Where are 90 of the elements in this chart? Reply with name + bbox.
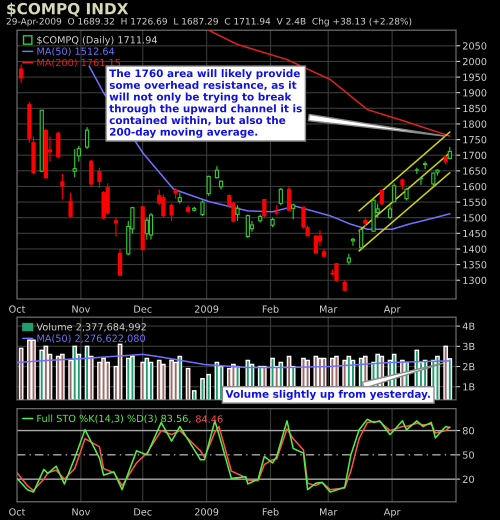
- candlestick: [448, 146, 452, 160]
- y-tick-label: 2B: [462, 363, 474, 370]
- y-tick-label: 50: [463, 451, 474, 459]
- candlestick: [114, 217, 118, 238]
- candlestick: [388, 204, 392, 220]
- candlestick: [89, 159, 94, 188]
- annotation: Volume slightly up from yesterday.: [226, 390, 430, 400]
- candlestick: [314, 234, 318, 254]
- y-tick-label: 1300: [463, 276, 486, 284]
- x-tick-label: Nov: [72, 508, 90, 516]
- legend-label: Volume 2,377,684,992: [36, 323, 146, 332]
- candlestick: [444, 154, 448, 166]
- x-tick-label: Mar: [320, 508, 338, 516]
- x-tick-label: Apr: [384, 508, 401, 518]
- y-tick-label: 2050: [462, 42, 486, 50]
- y-tick-label: 1900: [463, 89, 486, 97]
- y-tick-label: 1550: [463, 198, 486, 206]
- x-tick-label: Feb: [262, 508, 279, 516]
- candlestick: [262, 198, 266, 218]
- y-tick-label: 2000: [462, 58, 486, 66]
- candlestick: [148, 212, 154, 240]
- candlestick: [334, 262, 339, 282]
- x-tick-label: Nov: [72, 306, 90, 313]
- candlestick: [19, 64, 24, 84]
- candlestick: [169, 203, 174, 222]
- y-tick-label: 1850: [463, 104, 486, 112]
- line-series: [88, 65, 451, 230]
- y-tick-label: 4B: [462, 322, 474, 330]
- legend-label: MA(50) 1512.64: [37, 47, 114, 56]
- line-series: [17, 354, 451, 368]
- candlestick: [118, 248, 122, 276]
- candlestick: [68, 192, 73, 218]
- x-tick-label: 2009: [194, 305, 218, 313]
- candlestick: [235, 204, 240, 222]
- y-tick-label: 3B: [462, 342, 474, 350]
- candlestick: [178, 192, 182, 204]
- candlestick: [218, 180, 224, 190]
- chart-title: $COMPQ INDX: [7, 2, 128, 16]
- candlestick: [174, 187, 178, 200]
- candlestick: [274, 204, 279, 216]
- y-tick-label: 1750: [463, 136, 486, 144]
- annotation: The 1760 area will likely provide some overhead resistance, as it will not only be trying to break through the upward channel it is contained within, but also the 200-day moving average.: [109, 69, 302, 138]
- y-tick-label: 20: [462, 476, 474, 483]
- y-tick-label: 1400: [463, 245, 486, 253]
- x-tick-label: Oct: [9, 305, 26, 313]
- candlestick: [200, 200, 205, 217]
- candlestick: [60, 173, 64, 200]
- legend-label: MA(50) 2,276,622,080: [37, 334, 146, 344]
- candlestick: [400, 178, 405, 190]
- candlestick: [346, 253, 351, 266]
- x-tick-label: 2009: [194, 508, 218, 516]
- candlestick: [404, 187, 409, 202]
- y-tick-label: 80: [462, 427, 474, 434]
- candlestick: [380, 189, 384, 206]
- legend-label: Full STO %K(14,3) %D(3) 83.56,: [37, 414, 191, 424]
- candlestick: [363, 217, 368, 228]
- y-tick-label: 1600: [463, 182, 486, 190]
- candlestick: [214, 166, 220, 180]
- chart-subtitle: 29-Apr-2009 O 1689.32 H 1726.69 L 1687.29 C 1711.94 V 2.4B Chg +38.13 (+2.28%): [6, 18, 412, 26]
- candlestick: [392, 182, 396, 203]
- legend-label: $COMPQ (Daily) 1711.94: [37, 36, 157, 46]
- x-tick-label: Dec: [134, 306, 152, 313]
- y-tick-label: 1700: [463, 152, 486, 160]
- candlestick: [431, 172, 436, 188]
- candlestick: [84, 126, 90, 150]
- x-tick-label: Apr: [384, 306, 401, 315]
- annotation: 84.46: [196, 415, 223, 423]
- y-tick-label: 1450: [463, 230, 486, 238]
- candlestick: [72, 148, 77, 178]
- y-tick-label: 1950: [463, 74, 486, 81]
- y-tick-label: 1650: [463, 167, 486, 175]
- x-tick-label: Mar: [320, 306, 338, 313]
- candlestick: [246, 214, 250, 239]
- y-tick-label: 1350: [463, 261, 486, 268]
- candlestick: [144, 217, 149, 240]
- candlestick: [270, 217, 275, 228]
- candlestick: [278, 187, 283, 206]
- candlestick: [97, 167, 102, 189]
- candlestick: [286, 186, 292, 212]
- candlestick: [206, 174, 211, 196]
- candlestick: [359, 228, 364, 250]
- candlestick: [161, 194, 166, 218]
- candlestick: [56, 131, 60, 159]
- y-tick-label: 1500: [463, 214, 486, 222]
- x-tick-label: Feb: [262, 305, 279, 313]
- candlestick: [291, 203, 296, 220]
- x-tick-label: Dec: [134, 508, 152, 516]
- y-tick-label: 1800: [463, 120, 486, 128]
- x-tick-label: Oct: [9, 508, 26, 516]
- y-tick-label: 1B: [463, 383, 474, 390]
